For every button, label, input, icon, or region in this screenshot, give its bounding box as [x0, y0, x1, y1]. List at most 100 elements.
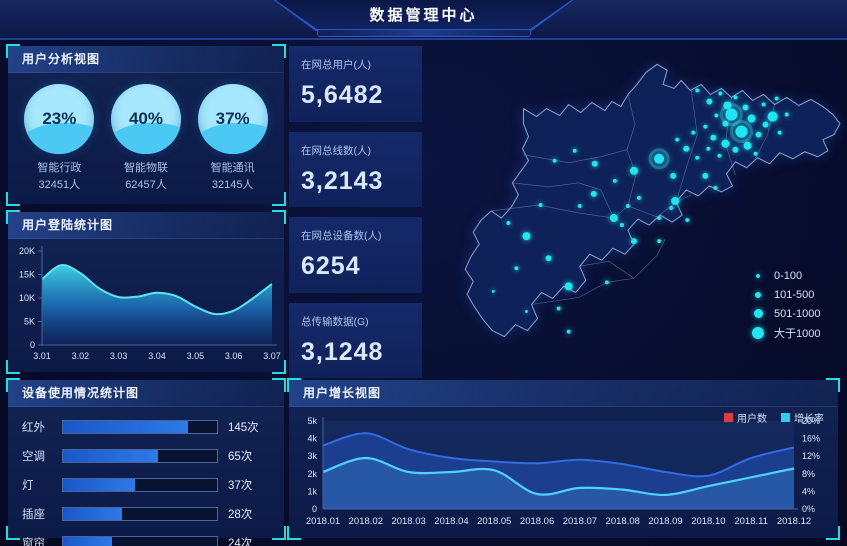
legend-label: 0-100 — [774, 269, 803, 282]
svg-text:2018.08: 2018.08 — [606, 516, 640, 527]
legend-item-growth-rate[interactable]: 增长率 — [781, 410, 824, 425]
corner-bracket — [272, 210, 286, 224]
svg-text:2k: 2k — [307, 469, 317, 479]
stat-label: 总传输数据(G) — [301, 315, 369, 328]
device-bar-fill — [63, 537, 113, 546]
stat-card-total-data: 总传输数据(G) 3,1248 — [289, 302, 422, 378]
liquid-gauge: 40% — [110, 84, 181, 154]
panel-title: 设备使用情况统计图 — [8, 380, 284, 407]
device-bar-track — [62, 449, 218, 463]
device-value: 37次 — [228, 480, 253, 492]
legend-label: 大于1000 — [774, 327, 821, 340]
svg-text:2018.11: 2018.11 — [734, 516, 768, 527]
device-bar-row: 窗帘 24次 — [22, 535, 270, 546]
stat-value: 6254 — [301, 252, 361, 280]
legend-swatch — [781, 413, 790, 422]
map-inner-borders — [491, 90, 775, 305]
svg-text:5k: 5k — [307, 416, 317, 426]
svg-text:2018.01: 2018.01 — [306, 516, 340, 527]
stat-label: 在网总用户(人) — [301, 59, 371, 71]
legend-dot-medium — [755, 291, 761, 298]
svg-text:0: 0 — [30, 340, 35, 350]
device-value: 24次 — [228, 538, 253, 546]
liquid-gauges: 23% 智能行政 32451人 40% 智能物联 62457人 37% 智能通讯… — [8, 84, 284, 193]
legend-dot-small — [756, 273, 760, 278]
login-area-chart: 0 5K 10K 15K 20K 3.01 3.02 3.03 3.04 3.05 3.06 3.07 — [19, 246, 281, 361]
corner-bracket — [6, 44, 20, 58]
map-legend: 0-100 101-500 501-1000 大于1000 — [750, 266, 821, 342]
gauge-name: 智能通讯 — [210, 162, 255, 174]
header: 数据管理中心 — [0, 0, 847, 40]
device-bar-row: 红外 145次 — [22, 419, 270, 435]
map-legend-item: 0-100 — [750, 266, 821, 285]
gauge-percent: 40% — [128, 109, 163, 128]
svg-text:2018.04: 2018.04 — [434, 516, 468, 527]
gauge-item: 37% 智能通讯 32145人 — [191, 84, 275, 193]
corner-bracket — [826, 526, 840, 540]
gauge-name: 智能行政 — [37, 162, 82, 174]
device-bar-track — [62, 536, 218, 546]
device-bar-fill — [63, 450, 159, 462]
title-banner: 数据管理中心 — [273, 0, 574, 31]
svg-text:2018.12: 2018.12 — [777, 516, 811, 527]
legend-label: 用户数 — [737, 414, 767, 425]
growth-chart-legend: 用户数 增长率 — [724, 410, 824, 425]
corner-bracket — [6, 378, 20, 392]
corner-bracket — [6, 192, 20, 206]
corner-bracket — [272, 192, 286, 206]
liquid-gauge: 37% — [197, 84, 268, 154]
svg-text:4k: 4k — [307, 434, 317, 444]
gauge-count: 62457人 — [125, 178, 167, 191]
gauge-item: 40% 智能物联 62457人 — [104, 84, 188, 193]
corner-bracket — [272, 526, 286, 540]
gauge-percent: 23% — [42, 109, 77, 128]
legend-swatch — [724, 413, 733, 422]
region-map-area: 0-100 101-500 501-1000 大于1000 — [428, 42, 847, 378]
header-decoration — [316, 29, 531, 37]
svg-text:1k: 1k — [307, 486, 317, 496]
gauge-count: 32145人 — [211, 178, 254, 191]
legend-label: 501-1000 — [774, 307, 821, 320]
map-legend-item: 501-1000 — [750, 304, 821, 323]
stat-card-total-users: 在网总用户(人) 5,6482 — [289, 46, 422, 122]
corner-bracket — [826, 378, 840, 392]
device-value: 65次 — [228, 451, 253, 463]
device-label: 空调 — [22, 451, 45, 463]
svg-text:8%: 8% — [802, 469, 815, 479]
svg-text:0%: 0% — [802, 504, 815, 514]
legend-dot-xlarge — [752, 326, 764, 339]
device-bar-track — [62, 478, 218, 492]
panel-user-analysis: 用户分析视图 23% 智能行政 32451人 40% 智能物联 62457人 3… — [6, 44, 286, 206]
stat-value: 3,1248 — [301, 337, 384, 366]
stat-card-total-devices: 在网总设备数(人) 6254 — [289, 217, 422, 293]
device-bar-track — [62, 420, 218, 434]
panel-user-growth: 用户增长视图 用户数 增长率 0 1k 2k 3k 4k 5k 0% 4% 8% 12% 16% 20… — [287, 378, 840, 540]
corner-bracket — [6, 360, 20, 374]
region-map — [464, 63, 841, 338]
legend-item-users[interactable]: 用户数 — [724, 410, 767, 425]
svg-text:15K: 15K — [19, 270, 35, 280]
svg-text:16%: 16% — [802, 434, 820, 444]
svg-text:2018.09: 2018.09 — [648, 516, 682, 527]
svg-text:3.01: 3.01 — [33, 351, 51, 361]
growth-area-chart: 0 1k 2k 3k 4k 5k 0% 4% 8% 12% 16% 20% 2018.01 2018.02… — [306, 416, 820, 527]
svg-text:3.04: 3.04 — [148, 351, 166, 361]
svg-text:3.03: 3.03 — [110, 351, 128, 361]
device-bar-row: 灯 37次 — [22, 477, 270, 493]
corner-bracket — [272, 378, 286, 392]
device-bar-fill — [63, 479, 136, 491]
device-bar-fill — [63, 421, 188, 433]
stat-value: 5,6482 — [301, 81, 384, 109]
stat-label: 在网总设备数(人) — [301, 230, 382, 242]
corner-bracket — [6, 526, 20, 540]
legend-label: 101-500 — [774, 288, 815, 301]
corner-bracket — [272, 360, 286, 374]
liquid-gauge: 23% — [24, 84, 95, 154]
svg-text:10K: 10K — [19, 293, 35, 303]
map-legend-item: 大于1000 — [750, 323, 821, 342]
gauge-count: 32451人 — [38, 178, 81, 191]
stat-cards: 在网总用户(人) 5,6482 在网总线数(人) 3,2143 在网总设备数(人… — [289, 46, 422, 378]
device-bar-track — [62, 507, 218, 521]
svg-text:12%: 12% — [802, 451, 820, 461]
